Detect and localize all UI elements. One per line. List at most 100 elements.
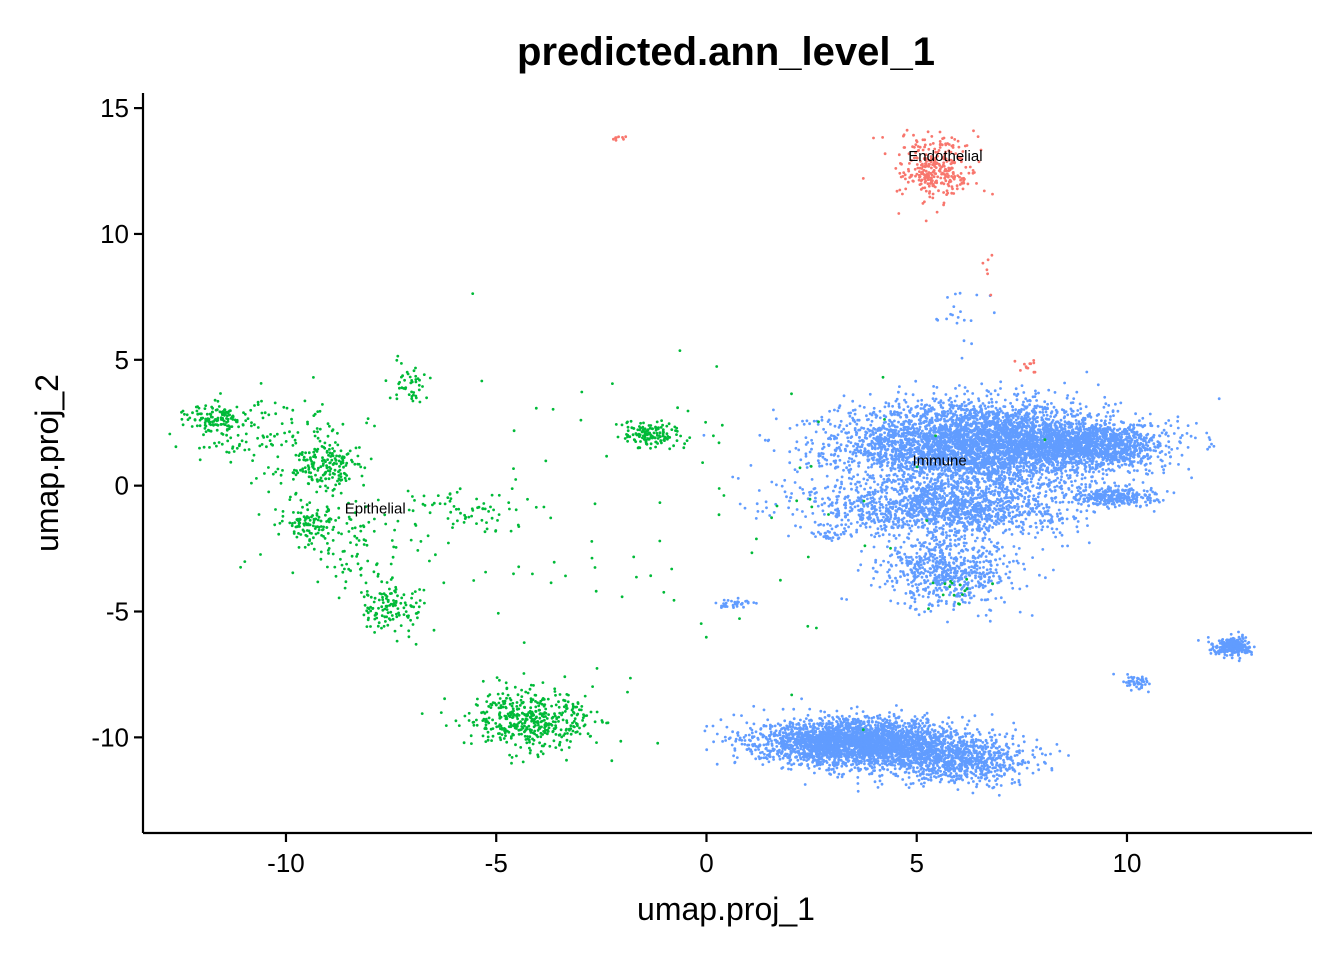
data-point bbox=[903, 428, 907, 431]
data-point bbox=[1028, 502, 1031, 506]
data-point bbox=[960, 402, 964, 406]
data-point bbox=[868, 429, 871, 432]
data-point bbox=[974, 461, 978, 465]
data-point bbox=[1021, 482, 1024, 486]
data-point bbox=[977, 435, 980, 438]
data-point bbox=[875, 458, 879, 462]
data-point bbox=[805, 462, 808, 466]
data-point bbox=[826, 420, 830, 423]
data-point bbox=[953, 480, 957, 484]
data-point bbox=[897, 420, 900, 424]
data-point bbox=[844, 449, 847, 453]
data-point bbox=[840, 475, 844, 479]
data-point bbox=[864, 453, 867, 456]
data-point bbox=[1039, 464, 1042, 468]
data-point bbox=[899, 449, 902, 453]
data-point bbox=[1017, 514, 1021, 517]
data-point bbox=[840, 523, 843, 527]
data-point bbox=[898, 385, 901, 388]
data-point bbox=[953, 413, 957, 416]
data-point bbox=[1065, 517, 1069, 521]
data-point bbox=[969, 442, 972, 446]
data-point bbox=[998, 474, 1002, 478]
data-point bbox=[908, 475, 912, 479]
data-point bbox=[1000, 473, 1003, 477]
data-point bbox=[974, 457, 977, 461]
data-point bbox=[931, 440, 935, 444]
data-point bbox=[847, 468, 850, 472]
data-point bbox=[971, 434, 975, 437]
data-point bbox=[960, 445, 964, 448]
data-point bbox=[1085, 509, 1089, 512]
data-point bbox=[1097, 470, 1101, 473]
data-point bbox=[1045, 417, 1049, 421]
data-point bbox=[904, 445, 908, 449]
data-point bbox=[1040, 416, 1044, 419]
data-point bbox=[1022, 465, 1026, 468]
data-point bbox=[884, 451, 887, 455]
data-point bbox=[1038, 410, 1042, 414]
data-point bbox=[825, 462, 829, 466]
data-point bbox=[935, 386, 939, 389]
data-point bbox=[949, 483, 953, 486]
data-point bbox=[1001, 411, 1005, 415]
data-point bbox=[953, 399, 957, 403]
data-point bbox=[1060, 533, 1064, 537]
data-point bbox=[772, 449, 776, 452]
data-point bbox=[1020, 456, 1023, 460]
data-point bbox=[887, 404, 891, 408]
data-point bbox=[1002, 490, 1006, 494]
data-point bbox=[1023, 479, 1027, 483]
data-point bbox=[1066, 394, 1070, 397]
data-point bbox=[946, 412, 950, 416]
data-point bbox=[987, 490, 991, 494]
data-point bbox=[1025, 482, 1029, 485]
data-point bbox=[941, 447, 945, 451]
data-point bbox=[804, 452, 808, 456]
data-point bbox=[756, 510, 760, 513]
data-point bbox=[852, 475, 855, 478]
data-point bbox=[1013, 471, 1016, 475]
data-point bbox=[806, 441, 810, 444]
data-point bbox=[822, 427, 825, 431]
data-point bbox=[882, 421, 886, 424]
data-point bbox=[1041, 411, 1045, 414]
data-point bbox=[947, 398, 951, 402]
data-point bbox=[904, 478, 908, 482]
data-point bbox=[904, 434, 908, 438]
data-point bbox=[943, 469, 947, 473]
data-point bbox=[879, 486, 883, 489]
data-point bbox=[873, 480, 876, 484]
data-point bbox=[993, 453, 997, 457]
data-point bbox=[1022, 408, 1026, 411]
data-point bbox=[774, 417, 778, 421]
data-point bbox=[1108, 421, 1111, 425]
data-point bbox=[977, 397, 980, 400]
data-point bbox=[1043, 519, 1046, 522]
data-point bbox=[811, 512, 815, 515]
data-point bbox=[969, 486, 973, 490]
data-point bbox=[1003, 467, 1006, 470]
data-point bbox=[963, 411, 967, 415]
data-point bbox=[998, 407, 1002, 410]
data-point bbox=[864, 470, 868, 474]
data-point bbox=[881, 459, 884, 463]
data-point bbox=[1075, 474, 1079, 477]
data-point bbox=[979, 404, 983, 408]
data-point bbox=[1025, 477, 1029, 481]
data-point bbox=[973, 415, 977, 419]
data-point bbox=[980, 382, 984, 386]
data-point bbox=[886, 545, 889, 549]
data-point bbox=[1035, 469, 1039, 473]
data-point bbox=[961, 416, 965, 419]
data-point bbox=[987, 469, 990, 472]
data-point bbox=[1014, 387, 1018, 391]
data-point bbox=[874, 416, 878, 419]
data-point bbox=[876, 437, 880, 441]
data-point bbox=[942, 401, 945, 405]
data-point bbox=[812, 419, 816, 423]
data-point bbox=[838, 490, 842, 494]
data-point bbox=[858, 428, 862, 432]
data-point bbox=[821, 497, 824, 501]
data-point bbox=[998, 410, 1001, 414]
